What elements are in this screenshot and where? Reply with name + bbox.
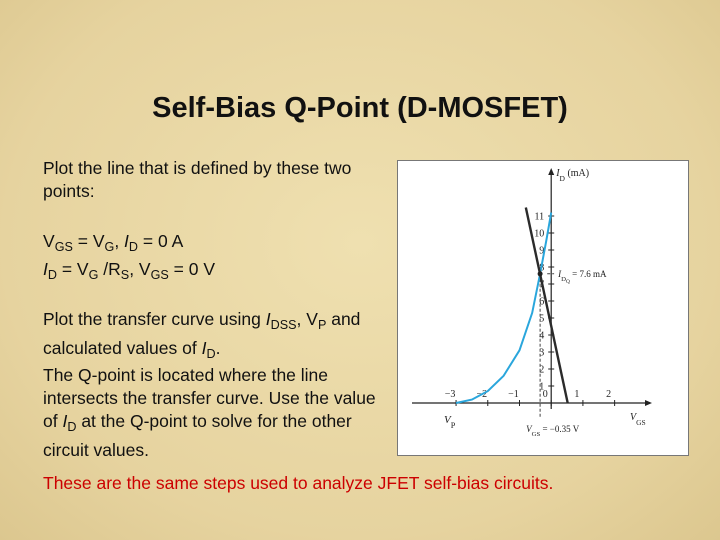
y-tick-label: 4 xyxy=(539,331,544,342)
y-tick-label: 1 xyxy=(539,382,544,393)
q-point xyxy=(537,271,543,277)
y-tick-label: 2 xyxy=(539,365,544,376)
text-run: Q xyxy=(566,279,570,285)
text-run: at the Q-point to solve for the other ci… xyxy=(43,411,352,460)
text-run: , xyxy=(114,231,125,251)
text-run: S xyxy=(120,267,130,282)
x-tick-label: 1 xyxy=(574,389,579,400)
x-tick-label: −3 xyxy=(445,389,456,400)
text-run: /R xyxy=(98,259,121,279)
text-run: = V xyxy=(72,231,105,251)
text-run: (mA) xyxy=(565,168,589,179)
bias-line xyxy=(524,207,569,404)
text-run: I xyxy=(201,337,207,358)
text-run: D xyxy=(560,174,566,183)
text-run: . xyxy=(215,337,221,358)
text-run: = 0 V xyxy=(168,259,216,279)
text-run: and calculated values of xyxy=(43,309,361,358)
text-run: = 0 A xyxy=(138,231,184,251)
text-run: GS xyxy=(150,267,169,282)
text-run: I xyxy=(124,231,129,251)
text-run: Plot the transfer curve using xyxy=(43,309,266,329)
paragraph: Plot the line that is defined by these t… xyxy=(43,157,373,203)
paragraph: The Q-point is located where the line in… xyxy=(43,364,378,462)
text-run: V xyxy=(630,412,638,423)
text-run: D xyxy=(206,346,216,361)
annotation: VP xyxy=(444,414,456,430)
text-run: I xyxy=(62,411,68,431)
paragraph: ID = VG /RS, VGS = 0 V xyxy=(43,258,383,287)
text-run: G xyxy=(88,267,99,282)
text-run: D xyxy=(67,419,77,434)
annotation: ID (mA) xyxy=(555,168,589,183)
x-tick-label: 2 xyxy=(606,389,611,400)
y-tick-label: 9 xyxy=(539,246,544,257)
x-axis-arrow xyxy=(645,400,652,406)
y-tick-label: 10 xyxy=(534,229,544,240)
text-run: V xyxy=(526,424,533,434)
x-tick-label: 0 xyxy=(543,389,548,400)
text-run: D xyxy=(128,239,139,254)
transfer-curve xyxy=(455,212,553,404)
text-run: GS xyxy=(532,431,541,438)
text-run: V xyxy=(444,414,452,426)
annotation: VGS xyxy=(630,412,646,427)
text-run: , V xyxy=(296,309,318,329)
annotation: VGS = −0.35 V xyxy=(526,424,580,438)
text-run: I xyxy=(557,269,562,279)
paragraph: Plot the transfer curve using IDSS, VP a… xyxy=(43,308,383,366)
y-tick-label: 6 xyxy=(539,297,544,308)
annotation: IDQ = 7.6 mA xyxy=(557,269,607,285)
text-run: I xyxy=(265,309,271,329)
text-run: DSS xyxy=(270,317,297,332)
text-run: = 7.6 mA xyxy=(570,269,607,279)
y-axis-arrow xyxy=(548,168,555,175)
y-tick-label: 3 xyxy=(539,348,544,359)
y-tick-label: 11 xyxy=(535,212,545,223)
text-run: P xyxy=(317,317,327,332)
text-run: I xyxy=(555,168,560,179)
chart-frame xyxy=(397,160,689,456)
text-run: GS xyxy=(636,418,646,427)
text-run: I xyxy=(43,259,48,279)
text-run: The Q-point is located where the line in… xyxy=(43,365,376,431)
text-run: = V xyxy=(56,259,89,279)
text-run: P xyxy=(451,421,456,430)
text-run: = −0.35 V xyxy=(540,424,579,434)
text-run: D xyxy=(47,267,57,282)
text-run: Plot the line that is defined by these t… xyxy=(43,158,352,201)
x-tick-label: −1 xyxy=(508,389,519,400)
text-run: , V xyxy=(129,259,151,279)
text-run: V xyxy=(43,231,55,251)
text-run: D xyxy=(561,275,566,282)
slide-title: Self-Bias Q-Point (D-MOSFET) xyxy=(152,92,568,124)
text-run: GS xyxy=(54,239,73,254)
y-tick-label: 5 xyxy=(539,314,544,325)
text-run: G xyxy=(104,239,115,254)
paragraph: VGS = VG, ID = 0 A xyxy=(43,230,383,259)
note: These are the same steps used to analyze… xyxy=(43,473,554,493)
